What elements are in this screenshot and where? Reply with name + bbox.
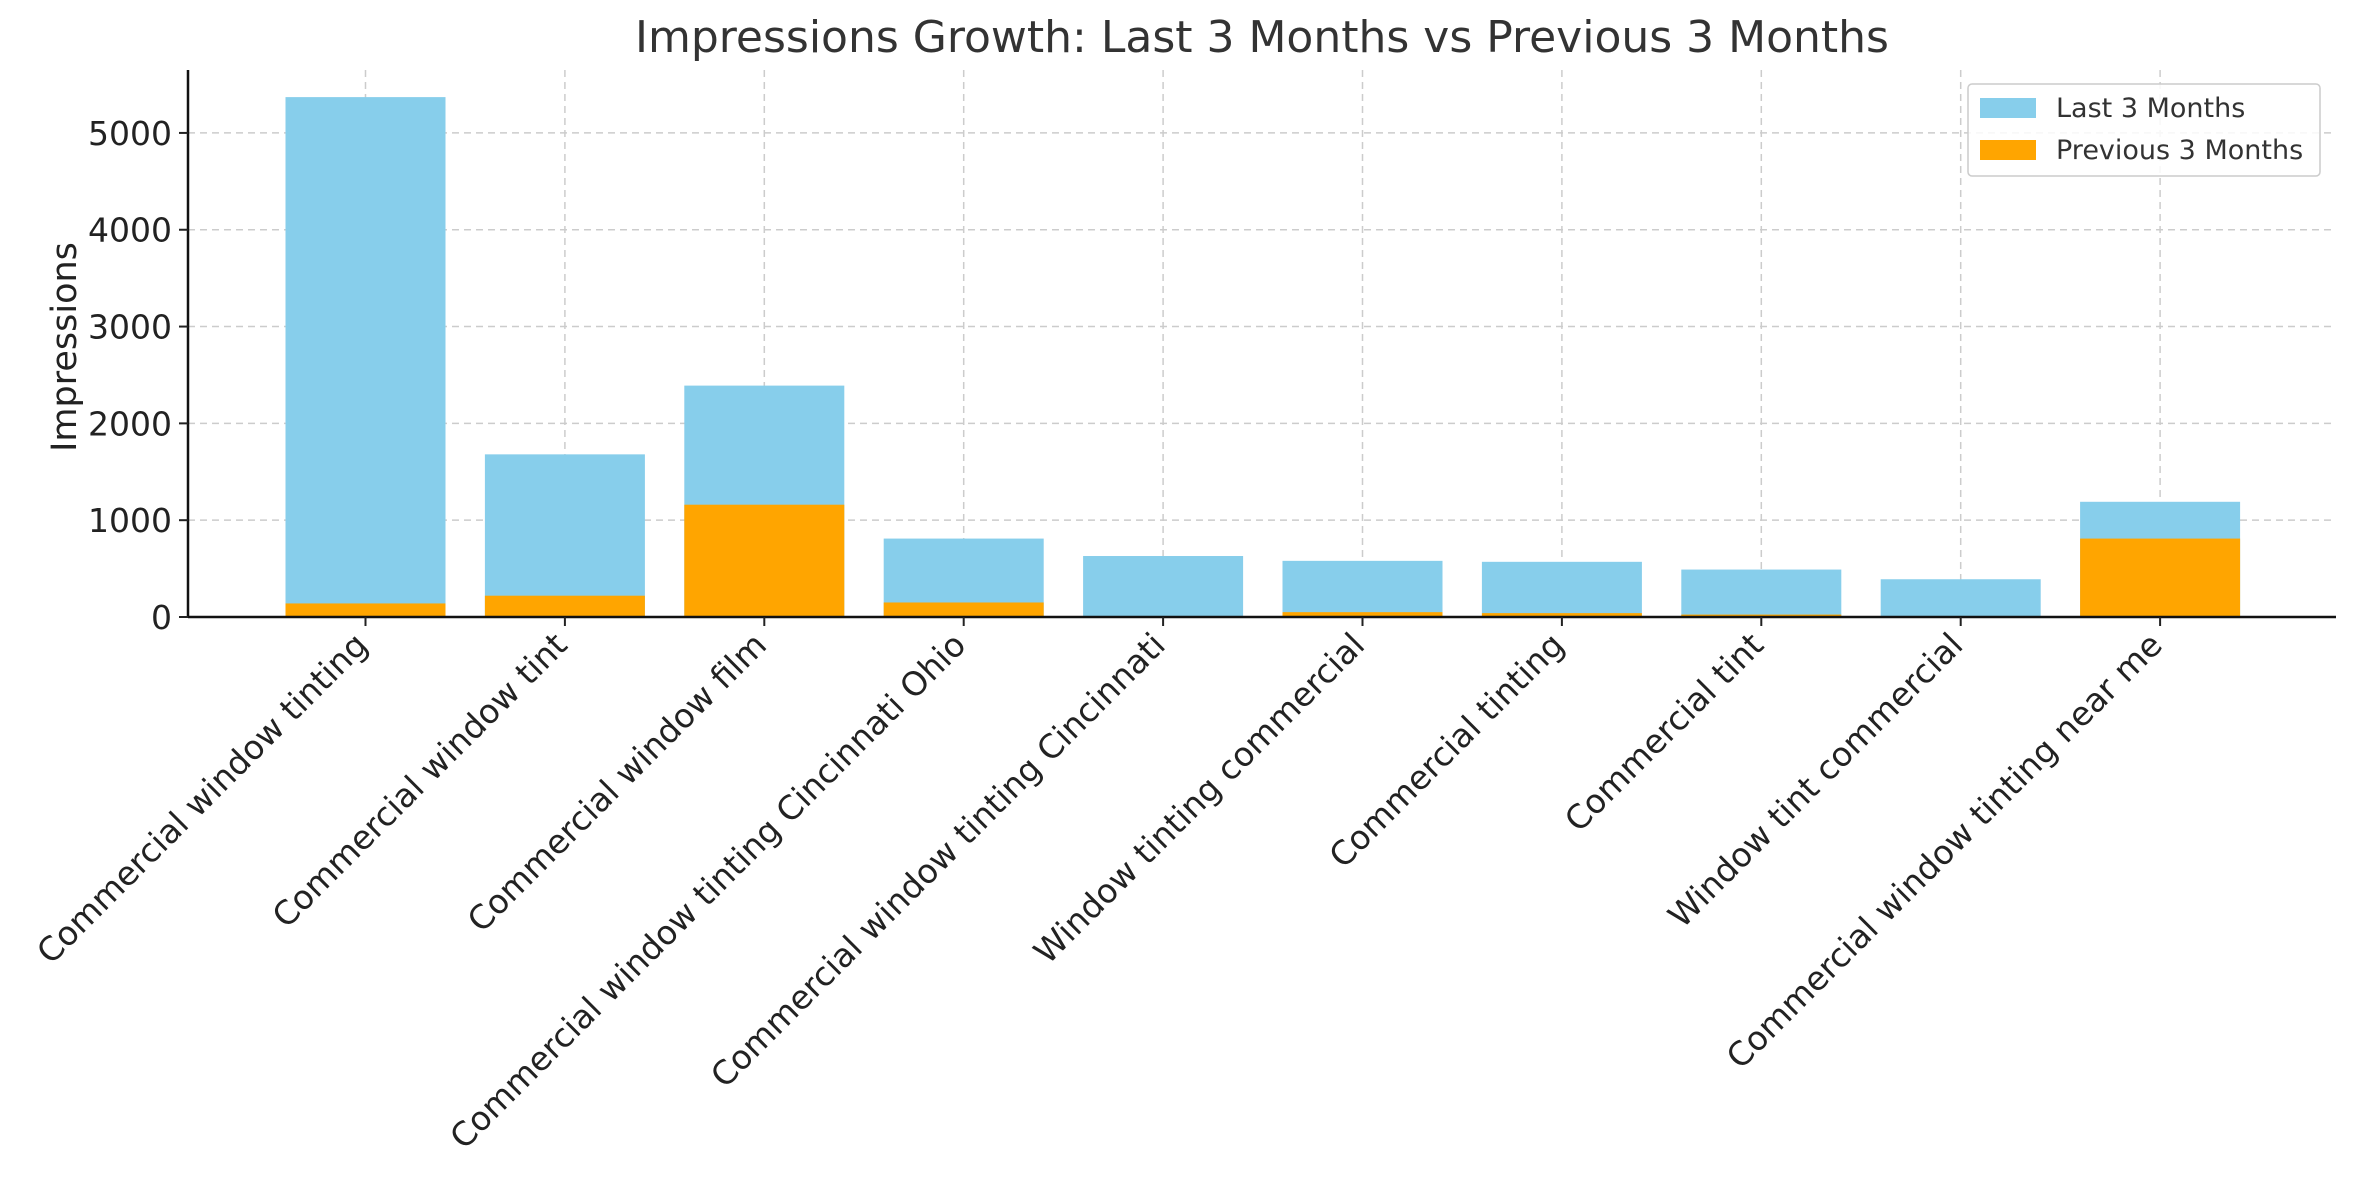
bar-last-3-months-window-tinting-commercial	[1282, 560, 1443, 617]
x-tick-label: Window tinting commercial	[1026, 625, 1372, 971]
bar-last-3-months-commercial-tinting	[1481, 561, 1642, 617]
bar-previous-3-months-commercial-window-tinting-near-me	[2080, 538, 2241, 617]
legend-swatch-previous-3-months	[1980, 140, 2036, 160]
bar-previous-3-months-window-tinting-commercial	[1282, 612, 1443, 617]
bars	[285, 97, 2241, 617]
bar-last-3-months-commercial-window-tinting-cincinnati	[1083, 556, 1244, 617]
bar-last-3-months-commercial-window-tint	[484, 454, 645, 617]
bar-previous-3-months-commercial-tinting	[1481, 613, 1642, 617]
legend-frame	[1967, 83, 2321, 177]
bar-previous-3-months-commercial-window-film	[684, 504, 845, 617]
bar-previous-3-months-commercial-window-tinting	[285, 603, 446, 617]
axes	[186, 70, 2336, 619]
y-tick-label: 0	[151, 598, 172, 637]
y-axis-label: Impressions	[45, 242, 85, 452]
y-tick-label: 5000	[88, 114, 172, 153]
x-tick-label: Commercial window tinting	[29, 625, 375, 971]
x-ticks: Commercial window tinting Commercial wind…	[29, 617, 2170, 1156]
y-tick-label: 1000	[88, 501, 172, 540]
chart-title: Impressions Growth: Last 3 Months vs Pre…	[635, 12, 1889, 63]
legend: Last 3 Months Previous 3 Months	[1967, 83, 2321, 177]
bar-last-3-months-commercial-tint	[1681, 569, 1842, 617]
y-tick-label: 4000	[88, 211, 172, 250]
bar-last-3-months-window-tint-commercial	[1880, 579, 2041, 617]
legend-label-last-3-months: Last 3 Months	[2056, 93, 2245, 124]
x-tick-label: Commercial tint	[1557, 625, 1771, 839]
legend-swatch-last-3-months	[1980, 98, 2036, 118]
legend-label-previous-3-months: Previous 3 Months	[2056, 135, 2303, 166]
bar-previous-3-months-commercial-window-tinting-cincinnati-ohio	[883, 602, 1044, 617]
y-ticks: 0 1000 2000 3000 4000 5000	[88, 114, 188, 637]
bar-previous-3-months-commercial-window-tint	[484, 595, 645, 617]
y-tick-label: 3000	[88, 308, 172, 347]
bar-last-3-months-commercial-window-tinting	[285, 97, 446, 617]
y-tick-label: 2000	[88, 404, 172, 443]
x-tick-label: Commercial window tinting Cincinnati	[703, 625, 1173, 1095]
x-tick-label: Commercial window tinting near me	[1719, 625, 2170, 1076]
